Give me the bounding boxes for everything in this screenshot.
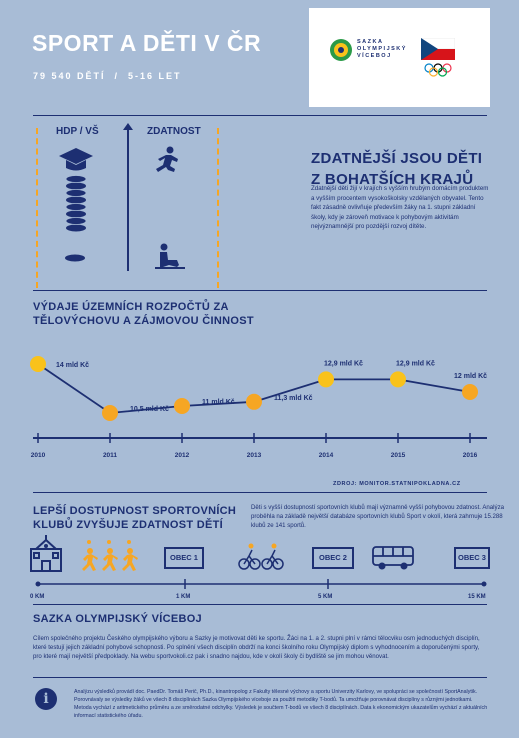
data-label: 12,9 mld Kč <box>324 360 363 367</box>
data-point <box>174 398 190 414</box>
dashed-border-right <box>217 128 219 288</box>
x-tick-label: 2016 <box>463 452 478 459</box>
section2-heading: VÝDAJE ÚZEMNÍCH ROZPOČTŮ ZA TĚLOVÝCHOVU … <box>33 301 254 327</box>
distance-axis <box>35 579 487 589</box>
data-point <box>102 405 118 421</box>
zdatnost-heading: ZDATNOST <box>147 126 201 137</box>
section4-text: Cílem společného projektu Českého olympi… <box>33 635 480 660</box>
x-tick-label: 2014 <box>319 452 334 459</box>
section3-heading: LEPŠÍ DOSTUPNOST SPORTOVNÍCH KLUBŮ ZVYŠU… <box>33 505 237 531</box>
section1-heading: ZDATNĚJŠÍ JSOU DĚTI Z BOHATŠÍCH KRAJŮ <box>311 150 483 188</box>
info-icon: i <box>35 688 57 710</box>
data-label: 10,5 mld Kč <box>130 406 169 413</box>
data-label: 12 mld Kč <box>454 373 487 380</box>
data-point <box>30 356 46 372</box>
km-label-5: 5 KM <box>318 594 333 600</box>
km-label-15: 15 KM <box>468 594 486 600</box>
data-point <box>462 384 478 400</box>
x-tick-label: 2012 <box>175 452 190 459</box>
olympic-rings-icon <box>424 63 452 77</box>
school-building-icon <box>30 535 62 572</box>
graduation-cap-icon <box>59 148 93 171</box>
data-label: 11,3 mld Kč <box>274 395 313 402</box>
page-subtitle: 79 540 DĚTÍ / 5-16 LET <box>33 71 182 81</box>
x-tick-label: 2015 <box>391 452 406 459</box>
coin-low-icon <box>65 254 85 262</box>
data-point <box>390 371 406 388</box>
page-title: SPORT A DĚTI V ČR <box>32 30 262 56</box>
sazka-logo-text: SAZKA OLYMPIJSKÝ VÍCEBOJ <box>357 39 407 59</box>
bus-icon <box>372 546 414 570</box>
data-label: 12,9 mld Kč <box>396 360 435 367</box>
obec-3-box: OBEC 3 <box>454 547 490 569</box>
data-label: 14 mld Kč <box>56 362 89 369</box>
divider <box>33 290 487 291</box>
runner-icon <box>156 146 178 172</box>
data-point <box>318 371 334 388</box>
divider <box>33 492 487 493</box>
section3-text: Děti s vyšší dostupností sportovních klu… <box>251 504 505 529</box>
czech-flag-icon <box>421 38 455 60</box>
km-label-1: 1 KM <box>176 594 191 600</box>
divider <box>33 604 487 605</box>
data-point <box>246 393 262 410</box>
arrow-up-icon <box>123 123 133 130</box>
obec-1-box: OBEC 1 <box>164 547 204 569</box>
coin-stack-icon <box>65 175 87 232</box>
divider <box>33 115 487 116</box>
arrow-line <box>127 128 129 271</box>
cyclists-icon <box>238 543 284 570</box>
section4-heading: SAZKA OLYMPIJSKÝ VÍCEBOJ <box>33 613 202 625</box>
divider <box>33 677 487 678</box>
obec-2-box: OBEC 2 <box>312 547 354 569</box>
expenditure-line-chart: 14 mld Kč 2010 10,5 mld Kč 2011 11 mld Kč 201… <box>30 356 487 459</box>
x-tick-label: 2011 <box>103 452 117 459</box>
km-label-0: 0 KM <box>30 594 45 600</box>
sitting-child-icon <box>155 243 185 269</box>
logo-panel: SAZKA OLYMPIJSKÝ VÍCEBOJ <box>309 8 490 107</box>
x-tick-label: 2010 <box>31 452 46 459</box>
hdp-heading: HDP / VŠ <box>56 126 99 137</box>
section1-text: Zdatnější děti žijí v krajích s vyšším h… <box>311 185 489 230</box>
running-children-icon <box>82 540 138 571</box>
dashed-border-left <box>36 128 38 288</box>
chart-source: ZDROJ: MONITOR.STATNIPOKLADNA.CZ <box>333 481 461 487</box>
methodology-text: Analýzu výsledků provádí doc. PaedDr. To… <box>74 689 488 719</box>
x-tick-label: 2013 <box>247 452 262 459</box>
data-label: 11 mld Kč <box>202 399 235 406</box>
sazka-logo-icon <box>330 39 352 61</box>
